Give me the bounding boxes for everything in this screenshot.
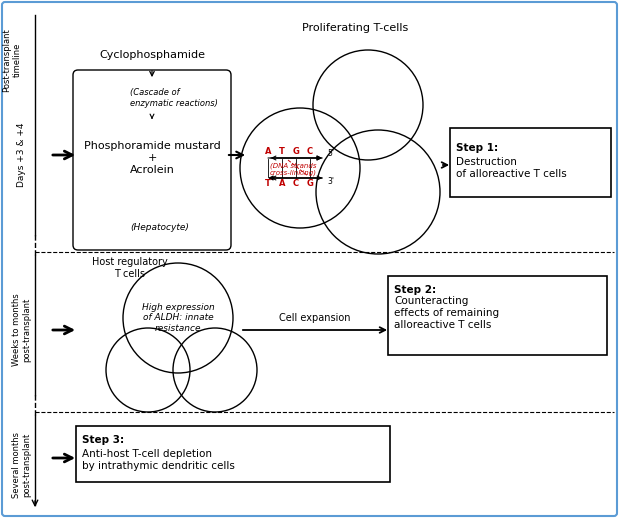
Text: Days +3 & +4: Days +3 & +4 bbox=[17, 123, 27, 187]
Text: G: G bbox=[293, 148, 300, 156]
Text: (Hepatocyte): (Hepatocyte) bbox=[130, 223, 189, 233]
FancyBboxPatch shape bbox=[388, 276, 607, 355]
Text: A: A bbox=[265, 148, 271, 156]
Text: C: C bbox=[307, 148, 313, 156]
Text: Anti-host T-cell depletion
by intrathymic dendritic cells: Anti-host T-cell depletion by intrathymi… bbox=[82, 449, 235, 471]
Text: Weeks to months
post-transplant: Weeks to months post-transplant bbox=[12, 294, 32, 366]
Text: C: C bbox=[293, 180, 299, 189]
Text: 5': 5' bbox=[327, 149, 334, 157]
Text: Post-transplant
timeline: Post-transplant timeline bbox=[2, 28, 22, 92]
Text: 3': 3' bbox=[327, 178, 334, 186]
Text: Cell expansion: Cell expansion bbox=[279, 313, 351, 323]
FancyBboxPatch shape bbox=[76, 426, 390, 482]
Text: (Cascade of
enzymatic reactions): (Cascade of enzymatic reactions) bbox=[130, 88, 218, 108]
Text: Step 1:: Step 1: bbox=[456, 143, 498, 153]
Text: Host regulatory
T cells: Host regulatory T cells bbox=[92, 257, 168, 279]
Text: Several months
post-transplant: Several months post-transplant bbox=[12, 432, 32, 498]
Text: A: A bbox=[279, 180, 285, 189]
Text: Counteracting
effects of remaining
alloreactive T cells: Counteracting effects of remaining allor… bbox=[394, 296, 499, 329]
FancyBboxPatch shape bbox=[73, 70, 231, 250]
Text: High expression
of ALDH: innate
resistance: High expression of ALDH: innate resistan… bbox=[142, 303, 214, 333]
Text: Step 2:: Step 2: bbox=[394, 285, 436, 295]
Text: T: T bbox=[279, 148, 285, 156]
Text: G: G bbox=[306, 180, 313, 189]
Text: Phosphoramide mustard
+
Acrolein: Phosphoramide mustard + Acrolein bbox=[84, 141, 220, 175]
FancyBboxPatch shape bbox=[450, 128, 611, 197]
Text: (DNA strands
cross-linking): (DNA strands cross-linking) bbox=[270, 162, 317, 176]
Text: Step 3:: Step 3: bbox=[82, 435, 124, 445]
Text: Cyclophosphamide: Cyclophosphamide bbox=[99, 50, 205, 60]
Text: Proliferating T-cells: Proliferating T-cells bbox=[302, 23, 408, 33]
Text: Destruction
of alloreactive T cells: Destruction of alloreactive T cells bbox=[456, 157, 567, 179]
Text: T: T bbox=[265, 180, 271, 189]
